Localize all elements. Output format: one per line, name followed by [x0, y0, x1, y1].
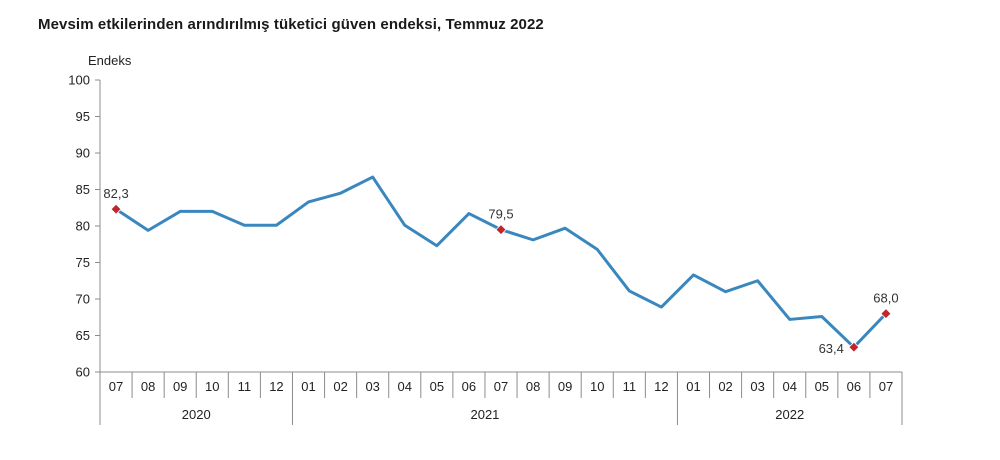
data-point — [371, 175, 375, 179]
x-tick-label: 06 — [847, 379, 861, 394]
data-point — [724, 290, 728, 294]
x-tick-label: 09 — [558, 379, 572, 394]
x-tick-label: 09 — [173, 379, 187, 394]
x-tick-label: 05 — [430, 379, 444, 394]
series-line — [114, 175, 888, 349]
data-label: 79,5 — [488, 207, 513, 222]
x-tick-label: 12 — [654, 379, 668, 394]
data-point — [627, 289, 631, 293]
y-tick-label: 85 — [76, 182, 90, 197]
x-tick-label: 07 — [109, 379, 123, 394]
data-point — [691, 273, 695, 277]
data-point — [788, 317, 792, 321]
data-point — [307, 200, 311, 204]
year-label: 2020 — [182, 407, 211, 422]
highlight-marker — [495, 224, 507, 236]
x-tick-label: 05 — [815, 379, 829, 394]
x-tick-label: 02 — [718, 379, 732, 394]
x-tick-label: 07 — [494, 379, 508, 394]
y-tick-label: 65 — [76, 328, 90, 343]
x-tick-label: 03 — [365, 379, 379, 394]
x-tick-label: 04 — [782, 379, 796, 394]
year-label: 2022 — [775, 407, 804, 422]
y-axis-title: Endeks — [88, 53, 132, 68]
y-tick-label: 70 — [76, 292, 90, 307]
marker-layer: 82,3 79,5 63,4 68,0 — [103, 186, 898, 356]
data-point — [339, 191, 343, 195]
data-point — [756, 279, 760, 283]
x-tick-label: 08 — [141, 379, 155, 394]
y-tick-label: 75 — [76, 255, 90, 270]
data-label: 63,4 — [819, 341, 844, 356]
x-tick-label: 12 — [269, 379, 283, 394]
x-tick-label: 01 — [301, 379, 315, 394]
x-tick-label: 01 — [686, 379, 700, 394]
y-tick-label: 60 — [76, 365, 90, 380]
x-tick-label: 11 — [238, 379, 252, 394]
y-tick-label: 95 — [76, 109, 90, 124]
x-tick-label: 10 — [205, 379, 219, 394]
data-point — [595, 247, 599, 251]
x-tick-label: 07 — [879, 379, 893, 394]
highlight-marker — [880, 308, 892, 320]
data-label: 68,0 — [873, 291, 898, 306]
data-point — [178, 209, 182, 213]
x-tick-label: 11 — [623, 379, 637, 394]
data-point — [820, 315, 824, 319]
data-point — [210, 209, 214, 213]
data-point — [274, 223, 278, 227]
y-tick-label: 80 — [76, 219, 90, 234]
data-point — [467, 212, 471, 216]
x-tick-label: 02 — [333, 379, 347, 394]
chart-title: Mevsim etkilerinden arındırılmış tüketic… — [38, 16, 544, 33]
data-point — [146, 228, 150, 232]
data-point — [659, 305, 663, 309]
data-point — [435, 244, 439, 248]
data-label: 82,3 — [103, 186, 128, 201]
axes-layer: 60 65 70 75 80 85 90 95 100 07 08 09 10 11 12 01 02 03 04 0… — [68, 73, 903, 425]
x-tick-label: 06 — [462, 379, 476, 394]
x-tick-label: 03 — [750, 379, 764, 394]
series-layer — [114, 175, 888, 349]
data-point — [403, 223, 407, 227]
year-label: 2021 — [470, 407, 499, 422]
x-tick-label: 08 — [526, 379, 540, 394]
data-point — [563, 226, 567, 230]
y-tick-label: 100 — [68, 73, 90, 88]
x-tick-label: 04 — [398, 379, 412, 394]
data-point — [242, 223, 246, 227]
highlight-marker — [110, 203, 122, 215]
highlight-marker — [848, 341, 860, 353]
x-tick-label: 10 — [590, 379, 604, 394]
y-tick-label: 90 — [76, 146, 90, 161]
data-point — [531, 238, 535, 242]
